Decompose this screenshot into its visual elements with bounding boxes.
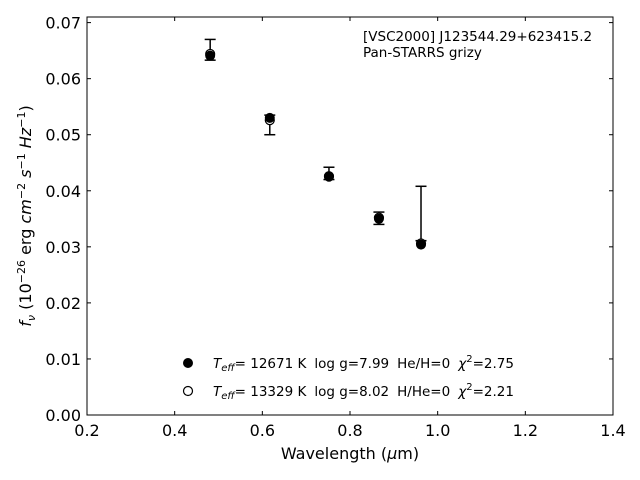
y-tick-labels: 0.00 0.01 0.02 0.03 0.04 0.05 0.06 0.07	[45, 14, 81, 425]
legend-teff-1: = 12671 K	[235, 356, 308, 372]
y-tick-label: 0.07	[45, 14, 81, 33]
filled-circle-point	[323, 171, 334, 182]
legend-marker-filled-circle	[183, 358, 193, 368]
filled-circle-point	[416, 239, 427, 250]
annotation-survey: Pan-STARRS grizy	[363, 45, 482, 61]
legend-logg-2: log g=8.02	[314, 384, 389, 400]
y-tick-label: 0.00	[45, 406, 81, 425]
y-tick-label: 0.06	[45, 70, 81, 89]
x-tick-label: 0.8	[337, 421, 362, 440]
error-bars	[204, 38, 427, 242]
filled-circle-point	[205, 50, 216, 61]
legend-marker-open-circle	[182, 385, 194, 397]
y-tick-label: 0.02	[45, 294, 81, 313]
x-tick-label: 0.4	[162, 421, 187, 440]
x-axis-label: Wavelength (μm)	[281, 444, 419, 463]
y-axis-label: fν (10−26 erg cm−2 s−1 Hz−1)	[15, 105, 38, 326]
x-tick-label: 1.2	[513, 421, 538, 440]
legend-logg-1: log g=7.99	[314, 356, 389, 372]
legend-chi-1: =2.75	[473, 356, 514, 372]
x-tick-label: 0.2	[74, 421, 99, 440]
y-tick-label: 0.04	[45, 182, 81, 201]
x-tick-labels: 0.2 0.4 0.6 0.8 1.0 1.2 1.4	[74, 421, 625, 440]
legend-comp-1: He/H=0	[397, 356, 450, 372]
filled-circle-point	[264, 112, 275, 123]
x-tick-label: 1.4	[600, 421, 625, 440]
y-tick-label: 0.01	[45, 350, 81, 369]
legend-comp-2: H/He=0	[397, 384, 450, 400]
legend-chi-2: =2.21	[473, 384, 514, 400]
x-tick-label: 1.0	[425, 421, 450, 440]
legend-teff-2: = 13329 K	[235, 384, 308, 400]
tick-marks	[86, 17, 614, 416]
data-points	[205, 48, 427, 250]
y-tick-label: 0.05	[45, 126, 81, 145]
y-tick-label: 0.03	[45, 238, 81, 257]
x-tick-label: 0.6	[250, 421, 275, 440]
annotation-object-name: [VSC2000] J123544.29+623415.2	[363, 29, 592, 45]
filled-circle-point	[373, 213, 384, 224]
